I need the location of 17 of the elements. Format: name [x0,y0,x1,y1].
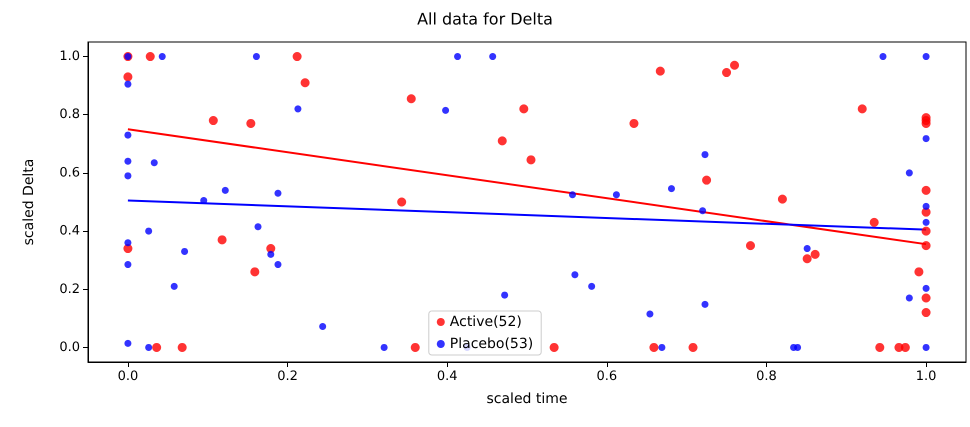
y-tick-label: 0.0 [59,340,80,355]
x-tick-label: 0.8 [756,369,777,384]
y-tick-label: 0.8 [59,107,80,122]
x-tick-label: 1.0 [916,369,936,384]
x-tick-label: 0.6 [596,369,618,384]
x-tick-label: 0.2 [277,369,298,384]
y-tick-label: 0.6 [59,165,80,180]
chart-title: All data for Delta [417,10,553,28]
legend-label: Placebo(53) [450,336,534,352]
y-tick-label: 1.0 [59,49,80,64]
x-tick-label: 0.0 [118,369,138,384]
y-tick-label: 0.2 [59,282,80,297]
legend-label: Active(52) [450,314,522,330]
x-axis-title: scaled time [486,391,568,407]
y-axis-title: scaled Delta [21,158,37,246]
y-tick-label: 0.4 [59,224,80,239]
x-tick-label: 0.4 [436,369,458,384]
